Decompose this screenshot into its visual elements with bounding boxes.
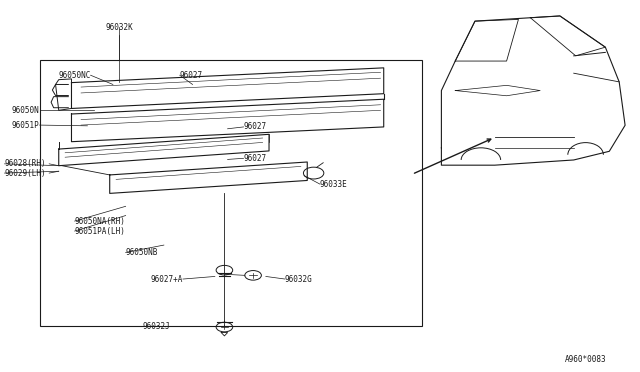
Text: 96029(LH): 96029(LH) — [4, 169, 46, 177]
Text: 96050NA(RH): 96050NA(RH) — [75, 217, 125, 225]
Text: 96032J: 96032J — [143, 322, 170, 331]
Bar — [40, 61, 422, 326]
Text: 96028(RH): 96028(RH) — [4, 159, 46, 169]
Text: 96027+A: 96027+A — [150, 275, 183, 283]
Text: A960*0083: A960*0083 — [565, 355, 607, 364]
Text: 96027: 96027 — [180, 71, 203, 80]
Text: 96051P: 96051P — [12, 121, 40, 129]
Text: 96032K: 96032K — [106, 23, 133, 32]
Text: 96027: 96027 — [244, 154, 267, 163]
Text: 96050NB: 96050NB — [125, 248, 158, 257]
Text: 96032G: 96032G — [285, 275, 313, 283]
Text: 96051PA(LH): 96051PA(LH) — [75, 227, 125, 235]
Text: 96033E: 96033E — [320, 180, 348, 189]
Text: 96050N: 96050N — [12, 106, 40, 115]
Text: 96050NC: 96050NC — [58, 71, 91, 80]
Text: 96027: 96027 — [244, 122, 267, 131]
